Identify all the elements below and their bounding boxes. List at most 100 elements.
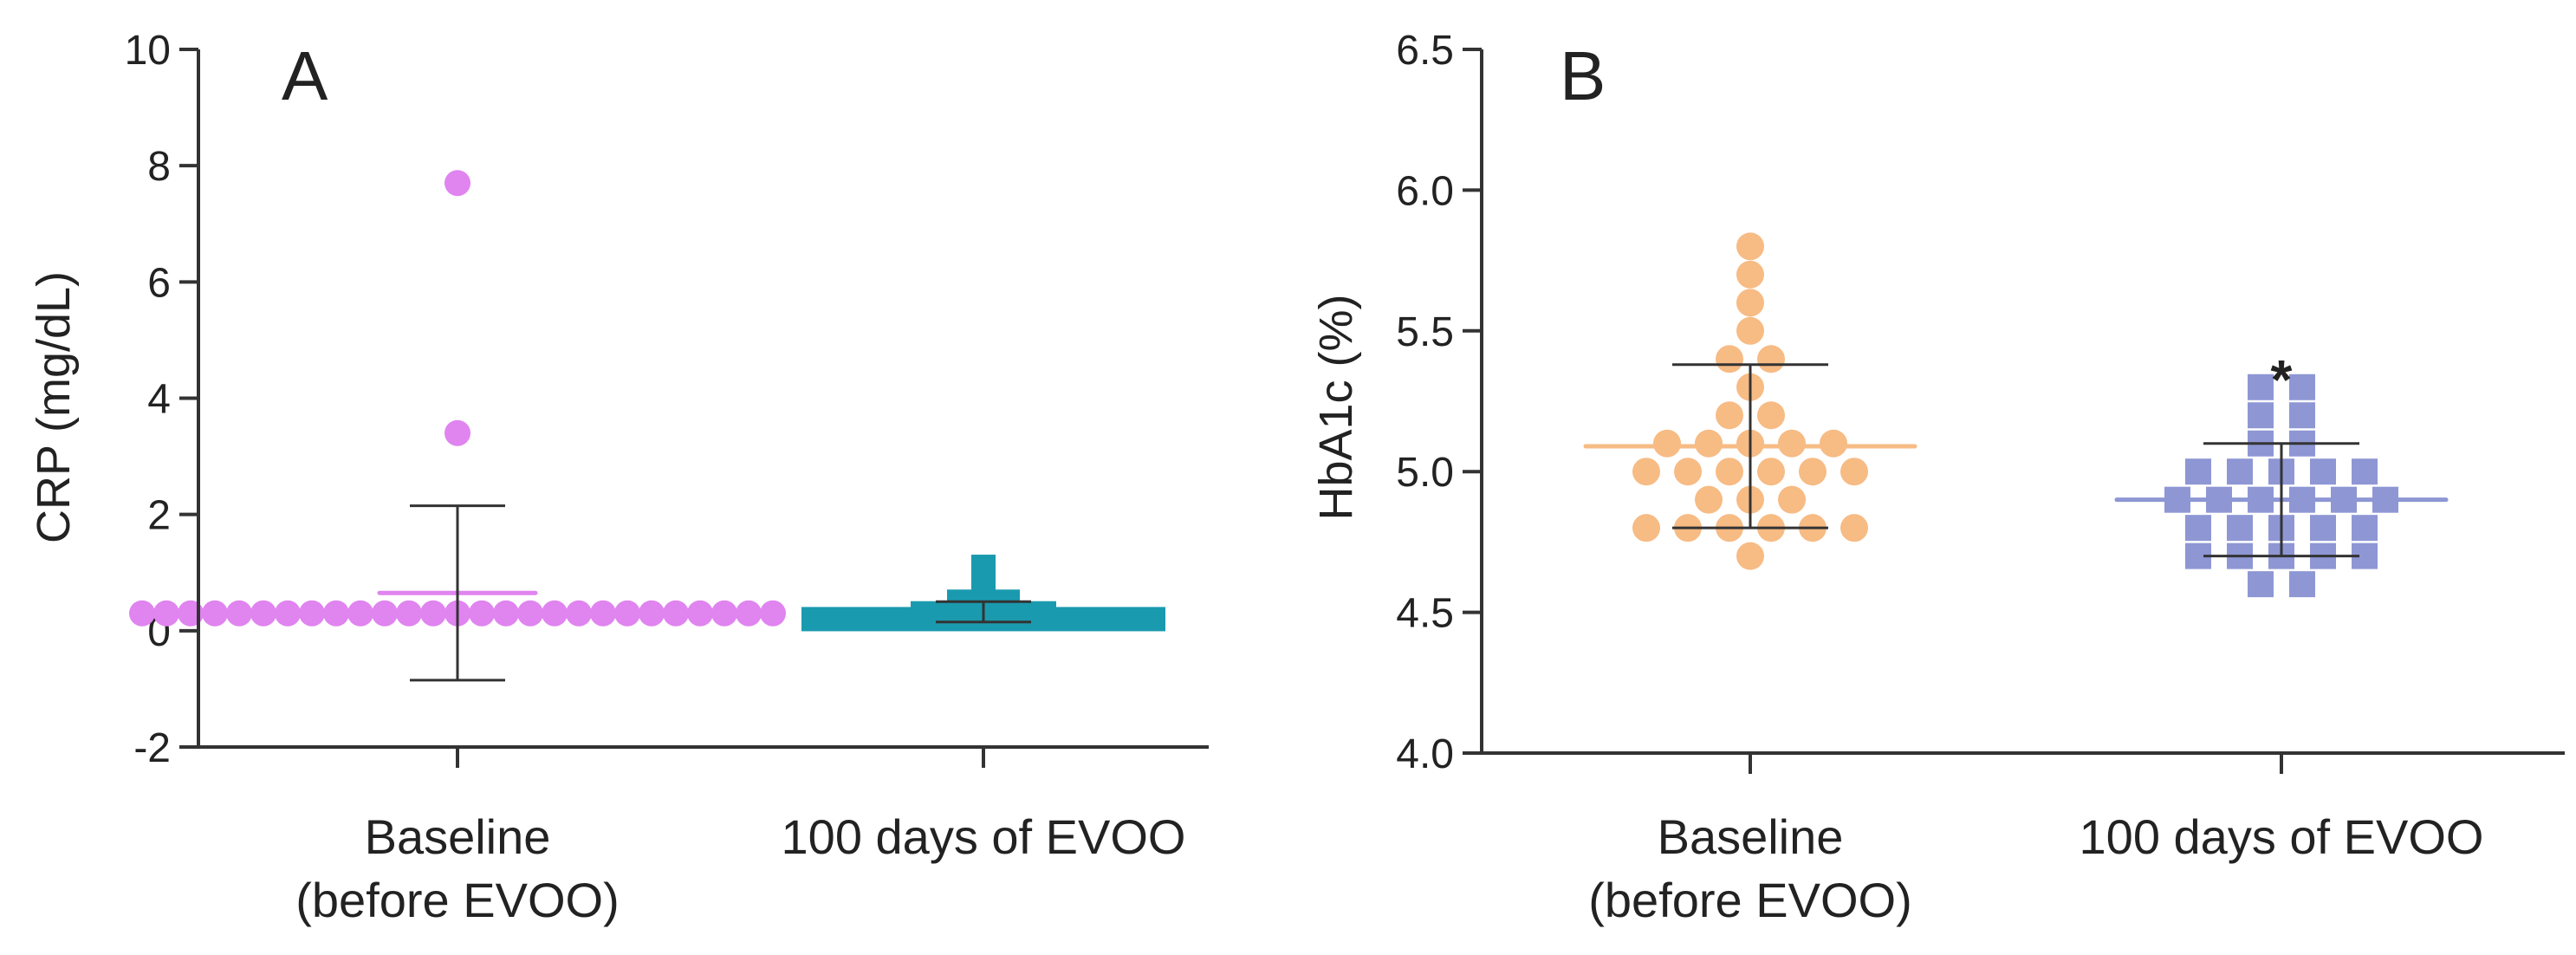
data-point	[1736, 232, 1764, 261]
data-point	[372, 600, 398, 627]
data-point	[299, 600, 325, 627]
y-tick-label: 6.0	[1396, 168, 1454, 214]
sd-error-bar	[410, 504, 505, 682]
data-point	[2310, 515, 2336, 542]
x-category-evoo: 100 days of EVOO	[782, 809, 1186, 864]
sd-error-bar	[1672, 363, 1828, 529]
data-point	[1716, 458, 1743, 486]
panel-letter-a: A	[282, 37, 328, 114]
x-category-baseline-sub: (before EVOO)	[1588, 873, 1911, 927]
data-point	[1736, 260, 1764, 289]
data-point	[1778, 429, 1806, 458]
y-axis-ticks: 4.0 4.5 5.0 5.5 6.0 6.5	[1396, 28, 1482, 777]
data-point	[1632, 514, 1660, 542]
data-point	[493, 600, 519, 627]
data-point	[614, 600, 640, 627]
data-point	[2289, 571, 2315, 598]
data-point	[226, 600, 252, 627]
data-point	[2310, 458, 2336, 485]
y-tick-label: 2	[147, 493, 171, 539]
x-category-baseline: Baseline	[1658, 809, 1844, 864]
x-category-evoo: 100 days of EVOO	[2080, 809, 2484, 864]
x-category-baseline-sub: (before EVOO)	[295, 873, 619, 927]
data-point	[1653, 429, 1681, 458]
data-point	[420, 600, 446, 627]
y-tick-label: 6	[147, 260, 171, 306]
data-point	[1695, 485, 1723, 514]
sd-error-bar	[2203, 442, 2359, 558]
y-tick-label: 4.5	[1396, 591, 1454, 637]
sd-error-bars	[410, 504, 1031, 682]
data-point	[2185, 515, 2211, 542]
data-point	[542, 600, 568, 627]
data-point	[1799, 458, 1827, 486]
data-point	[760, 600, 786, 627]
data-point	[566, 600, 592, 627]
data-point	[2185, 458, 2211, 485]
x-category-baseline: Baseline	[365, 809, 551, 864]
data-point	[826, 607, 850, 632]
y-axis-label-crp: CRP (mg/dL)	[28, 271, 80, 543]
data-point	[1141, 607, 1165, 632]
data-point	[250, 600, 276, 627]
y-tick-label: 5.0	[1396, 450, 1454, 496]
data-point	[1093, 607, 1117, 632]
panel-letter-b: B	[1560, 37, 1606, 114]
data-point	[153, 600, 179, 627]
data-point	[347, 600, 373, 627]
data-point	[801, 607, 826, 632]
data-point	[2164, 486, 2190, 513]
data-point	[1044, 607, 1068, 632]
data-point	[2248, 374, 2274, 400]
y-tick-label: 6.5	[1396, 28, 1454, 74]
data-point	[1117, 607, 1141, 632]
y-axis-label-hba1c: HbA1c (%)	[1310, 294, 1362, 520]
data-point	[444, 170, 470, 197]
data-point	[736, 600, 762, 627]
data-points	[129, 170, 1165, 632]
data-point	[923, 607, 947, 632]
data-point	[1716, 345, 1743, 374]
data-point	[2227, 515, 2253, 542]
data-point	[1778, 485, 1806, 514]
data-point	[323, 600, 349, 627]
sd-error-bar	[936, 600, 1031, 624]
data-point	[396, 600, 422, 627]
data-point	[996, 607, 1020, 632]
data-point	[2289, 402, 2315, 429]
data-point	[517, 600, 543, 627]
data-point	[2352, 458, 2378, 485]
data-point	[947, 607, 971, 632]
data-point	[2248, 571, 2274, 598]
sd-error-bars	[1672, 363, 2359, 558]
data-point	[2289, 486, 2315, 513]
data-point	[2352, 515, 2378, 542]
data-point	[1674, 458, 1702, 486]
y-tick-label: 10	[125, 28, 171, 74]
data-point	[1757, 458, 1785, 486]
data-point	[687, 600, 713, 627]
data-points	[1632, 232, 2398, 598]
data-point	[2289, 374, 2315, 400]
data-point	[1820, 429, 1847, 458]
data-point	[2372, 486, 2398, 513]
data-point	[850, 607, 874, 632]
data-point	[202, 600, 228, 627]
data-point	[1020, 607, 1044, 632]
y-tick-label: 8	[147, 144, 171, 190]
data-point	[1736, 542, 1764, 570]
data-point	[1632, 458, 1660, 486]
data-point	[971, 555, 996, 580]
data-point	[1068, 607, 1093, 632]
data-point	[1736, 316, 1764, 345]
data-point	[1695, 429, 1723, 458]
data-point	[1840, 514, 1868, 542]
data-point	[1736, 289, 1764, 317]
panel-b: B HbA1c (%) 4.04.55.05.56.06.5 Baseline …	[1310, 28, 2565, 927]
data-point	[444, 419, 470, 446]
data-point	[899, 607, 923, 632]
data-point	[2248, 402, 2274, 429]
